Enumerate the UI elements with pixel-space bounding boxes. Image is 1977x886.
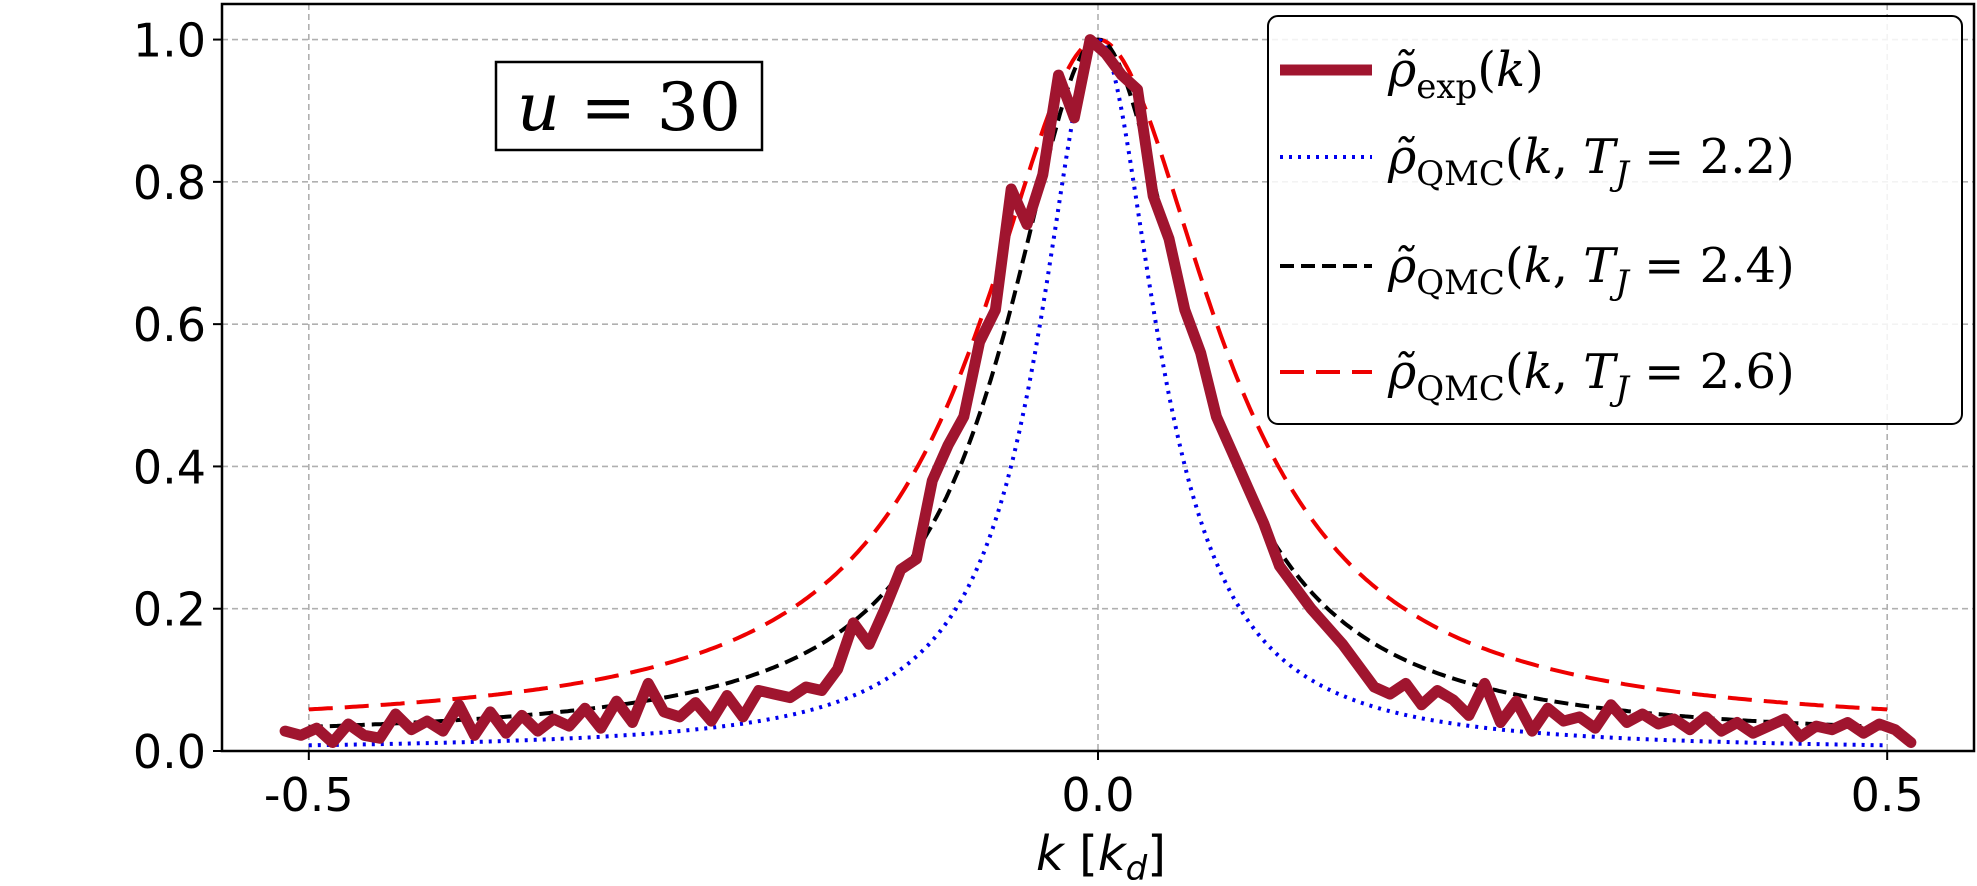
legend-item-qmc-26: ρ̃QMC(k, TJ = 2.6) xyxy=(1280,344,1795,409)
x-tick-label: -0.5 xyxy=(264,768,354,822)
x-tick-label: 0.5 xyxy=(1851,768,1924,822)
y-tick-label: 1.0 xyxy=(133,14,206,68)
axis-ticks: -0.5 0.0 0.5 0.0 0.2 0.4 0.6 0.8 1.0 xyxy=(133,14,1924,822)
annotation-box: u = 30 xyxy=(494,60,764,152)
y-tick-label: 0.0 xyxy=(133,725,206,779)
series-line-exp xyxy=(279,34,1917,748)
y-tick-label: 0.2 xyxy=(133,583,206,637)
series-line-qmc-1 xyxy=(308,37,1888,748)
legend-label-qmc-26: ρ̃QMC(k, TJ = 2.6) xyxy=(1387,344,1795,409)
x-axis-label: k [kd] xyxy=(1036,826,1166,886)
legend-item-qmc-24: ρ̃QMC(k, TJ = 2.4) xyxy=(1280,238,1795,303)
legend-frame xyxy=(1267,15,1963,425)
legend: ρ̃exp(k) ρ̃QMC(k, TJ = 2.2) ρ̃QMC(k, TJ … xyxy=(1267,15,1963,425)
y-tick-label: 0.4 xyxy=(133,440,206,494)
annotation-text: u = 30 xyxy=(517,69,741,146)
legend-label-qmc-24: ρ̃QMC(k, TJ = 2.4) xyxy=(1387,238,1795,303)
x-tick-label: 0.0 xyxy=(1061,768,1134,822)
y-tick-label: 0.6 xyxy=(133,298,206,352)
series-group xyxy=(279,34,1917,748)
y-tick-label: 0.8 xyxy=(133,156,206,210)
